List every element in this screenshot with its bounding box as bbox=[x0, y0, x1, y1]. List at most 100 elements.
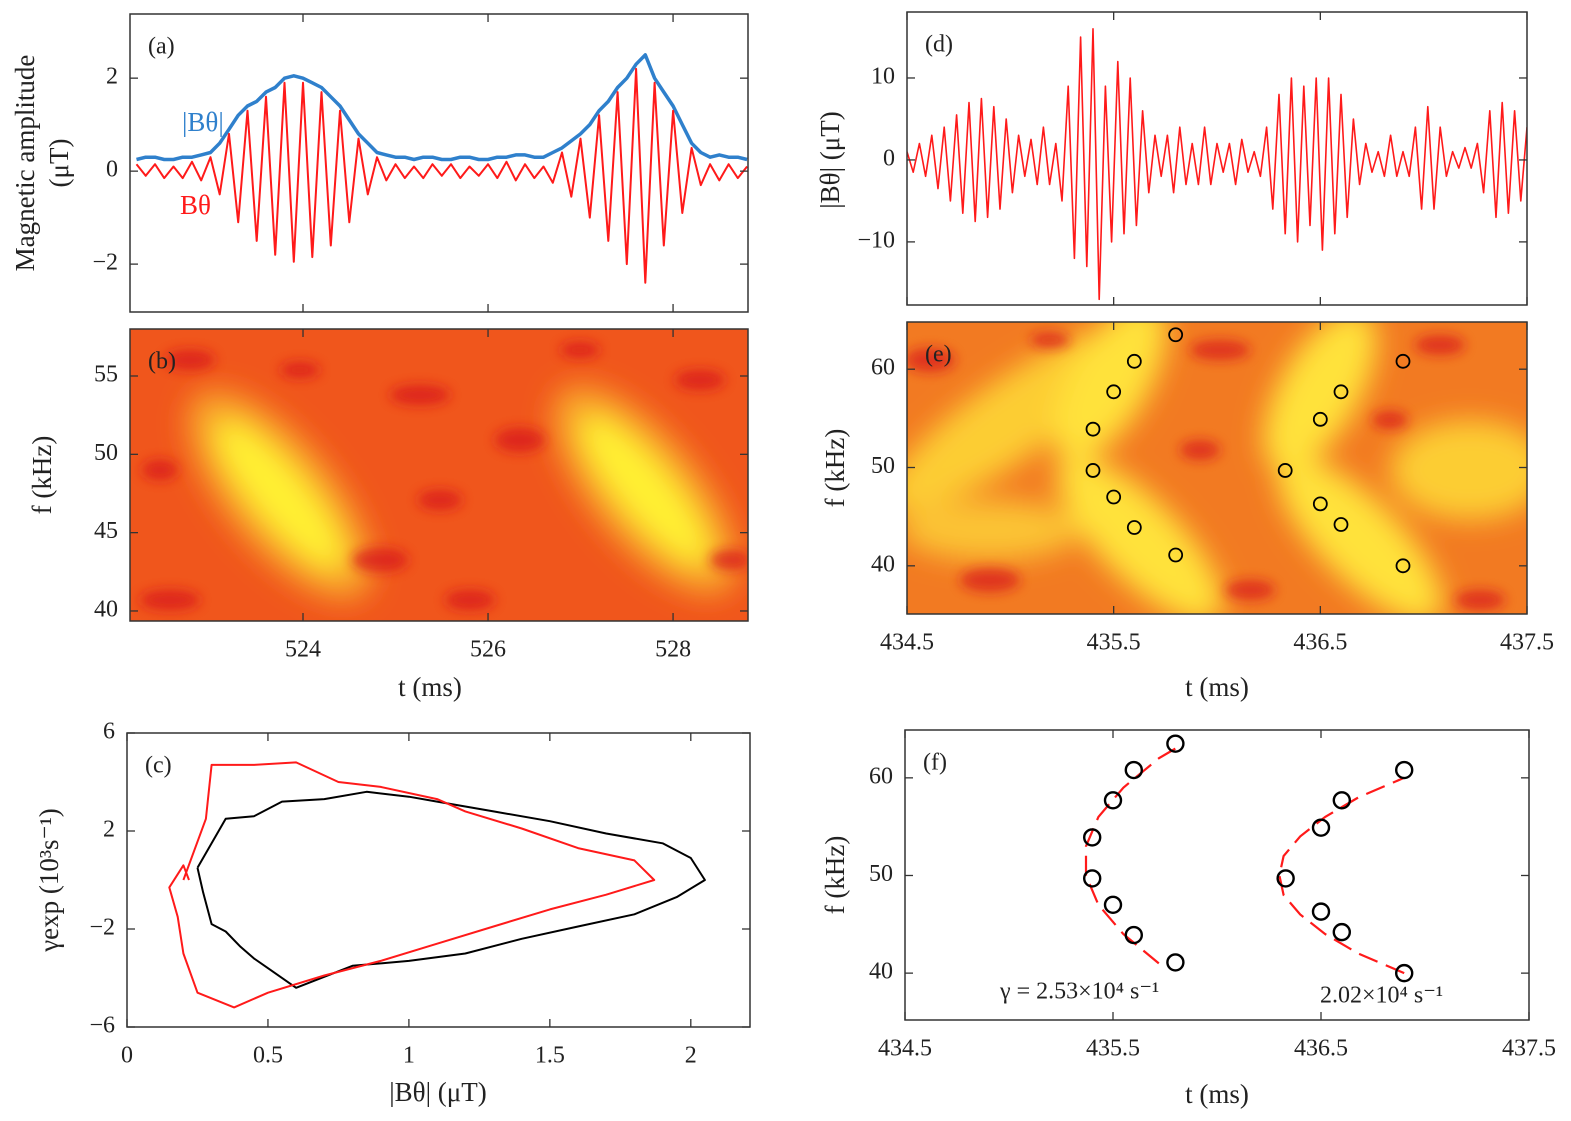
data-line bbox=[196, 790, 706, 989]
marker bbox=[1394, 963, 1414, 983]
x-tick-label: 435.5 bbox=[1087, 630, 1141, 656]
x-tick-label: 0.5 bbox=[253, 1043, 283, 1069]
y-tick-label: 50 bbox=[871, 453, 895, 479]
x-tick-label: 436.5 bbox=[1293, 630, 1347, 656]
x-axis-label: |Bθ| (μT) bbox=[389, 1077, 486, 1107]
x-tick-label: 524 bbox=[285, 637, 321, 663]
y-axis-label: f (kHz) bbox=[820, 429, 850, 508]
x-axis-label: t (ms) bbox=[1185, 1079, 1249, 1109]
plot-area bbox=[168, 761, 706, 1009]
marker bbox=[1332, 922, 1352, 942]
y-axis-label: f (kHz) bbox=[820, 836, 850, 915]
y-tick-label: 55 bbox=[94, 361, 118, 387]
spectrogram-e bbox=[907, 322, 1527, 614]
marker bbox=[1395, 353, 1411, 369]
y-tick-label: 40 bbox=[94, 596, 118, 622]
y-tick-label: 40 bbox=[869, 959, 893, 985]
y-tick-label: 45 bbox=[94, 518, 118, 544]
y-tick-label: 50 bbox=[94, 440, 118, 466]
y-tick-label: 60 bbox=[871, 355, 895, 381]
axes-frame bbox=[906, 11, 1528, 306]
panel-label: (b) bbox=[148, 349, 176, 375]
marker bbox=[1168, 547, 1184, 563]
marker bbox=[1166, 734, 1185, 753]
fit-line bbox=[1084, 742, 1185, 965]
y-axis-label: |Bθ| (μT) bbox=[815, 111, 845, 208]
y-tick-label: 40 bbox=[871, 551, 895, 577]
annotation: γ = 2.53×10⁴ s⁻¹ bbox=[999, 979, 1159, 1005]
marker bbox=[1126, 520, 1142, 535]
marker bbox=[1124, 925, 1144, 945]
marker bbox=[1082, 828, 1102, 847]
panel-label: (e) bbox=[925, 342, 952, 368]
x-tick-label: 2 bbox=[685, 1043, 697, 1069]
marker bbox=[1106, 384, 1122, 400]
x-tick-label: 1.5 bbox=[535, 1043, 565, 1069]
x-tick-label: 526 bbox=[470, 637, 506, 663]
plot-area bbox=[1085, 327, 1411, 574]
marker bbox=[1103, 895, 1123, 914]
panel-label: (a) bbox=[148, 34, 175, 60]
series-label: Bθ bbox=[180, 190, 211, 220]
x-tick-label: 435.5 bbox=[1086, 1036, 1140, 1062]
y-tick-label: 2 bbox=[106, 64, 118, 90]
marker bbox=[1166, 953, 1185, 972]
x-axis-label: t (ms) bbox=[398, 672, 462, 702]
y-tick-label: 10 bbox=[871, 63, 895, 89]
marker bbox=[1277, 463, 1293, 478]
data-line bbox=[907, 28, 1527, 301]
marker bbox=[1394, 760, 1414, 780]
plot-area bbox=[1082, 734, 1414, 983]
panel-label: (c) bbox=[145, 753, 172, 779]
axes-frame bbox=[126, 732, 751, 1028]
marker bbox=[1333, 517, 1349, 532]
y-tick-label: 2 bbox=[103, 817, 115, 843]
data-line bbox=[136, 53, 748, 162]
y-tick-label: 0 bbox=[883, 145, 895, 171]
marker bbox=[1082, 869, 1102, 888]
x-tick-label: 434.5 bbox=[878, 1036, 932, 1062]
marker bbox=[1333, 384, 1349, 400]
marker bbox=[1085, 463, 1101, 478]
y-axis-label: f (kHz) bbox=[27, 436, 57, 515]
marker bbox=[1311, 818, 1331, 837]
plot-area bbox=[907, 28, 1527, 301]
spectrogram-b bbox=[130, 329, 748, 621]
y-tick-label: −2 bbox=[89, 915, 115, 941]
marker bbox=[1312, 411, 1328, 427]
data-line bbox=[135, 67, 748, 284]
y-tick-label: 60 bbox=[869, 763, 893, 789]
marker bbox=[1276, 869, 1295, 888]
marker bbox=[1168, 327, 1184, 343]
panel-label: (d) bbox=[925, 32, 953, 58]
marker bbox=[1085, 421, 1101, 437]
axes-frame bbox=[129, 328, 749, 622]
marker bbox=[1311, 902, 1331, 921]
x-tick-label: 437.5 bbox=[1500, 630, 1554, 656]
marker bbox=[1126, 353, 1142, 369]
x-tick-label: 528 bbox=[655, 637, 691, 663]
y-tick-label: −2 bbox=[92, 250, 118, 276]
plot-area bbox=[135, 53, 748, 284]
y-axis-label: Magnetic amplitude bbox=[10, 55, 40, 272]
x-tick-label: 436.5 bbox=[1294, 1036, 1348, 1062]
series-label: |Bθ| bbox=[182, 107, 224, 137]
axes-frame bbox=[904, 729, 1530, 1021]
y-tick-label: 50 bbox=[869, 861, 893, 887]
y-axis-label: (μT) bbox=[44, 139, 74, 188]
data-line bbox=[168, 761, 656, 1009]
y-tick-label: 6 bbox=[103, 719, 115, 745]
marker bbox=[1395, 558, 1411, 574]
x-tick-label: 437.5 bbox=[1502, 1036, 1556, 1062]
annotation: 2.02×10⁴ s⁻¹ bbox=[1320, 983, 1443, 1009]
x-axis-label: t (ms) bbox=[1185, 672, 1249, 702]
fit-line bbox=[1278, 776, 1405, 975]
marker bbox=[1106, 489, 1122, 505]
x-tick-label: 1 bbox=[403, 1043, 415, 1069]
marker bbox=[1332, 791, 1352, 810]
panel-label: (f) bbox=[923, 750, 947, 776]
x-tick-label: 434.5 bbox=[880, 630, 934, 656]
y-tick-label: −6 bbox=[89, 1013, 115, 1039]
y-tick-label: −10 bbox=[857, 227, 895, 253]
